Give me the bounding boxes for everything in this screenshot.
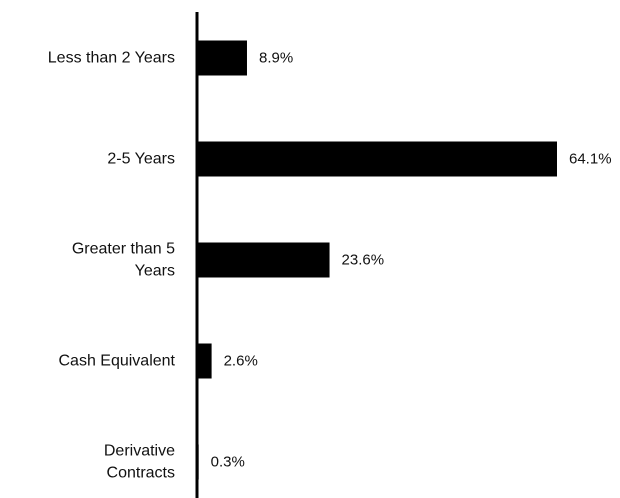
bar-1 [197,40,247,76]
data-label-3: 23.6% [342,252,385,269]
category-label-1: Less than 2 Years [48,50,175,67]
data-labels-group: 8.9% 64.1% 23.6% 2.6% 0.3% [211,50,612,471]
bar-2 [197,141,557,177]
bars-group [197,40,557,480]
data-label-2: 64.1% [569,151,612,168]
category-labels-group: Less than 2 Years 2-5 Years Greater than 5… [48,50,176,482]
data-label-1: 8.9% [259,50,293,67]
category-label-2: 2-5 Years [107,151,175,168]
category-label-4: Cash Equivalent [58,353,175,370]
category-label-5: Derivative Contracts [104,443,175,482]
bar-3 [197,242,330,278]
data-label-4: 2.6% [224,353,258,370]
bar-4 [197,343,212,379]
category-label-3: Greater than 5 Years [72,241,175,280]
data-label-5: 0.3% [211,454,245,471]
